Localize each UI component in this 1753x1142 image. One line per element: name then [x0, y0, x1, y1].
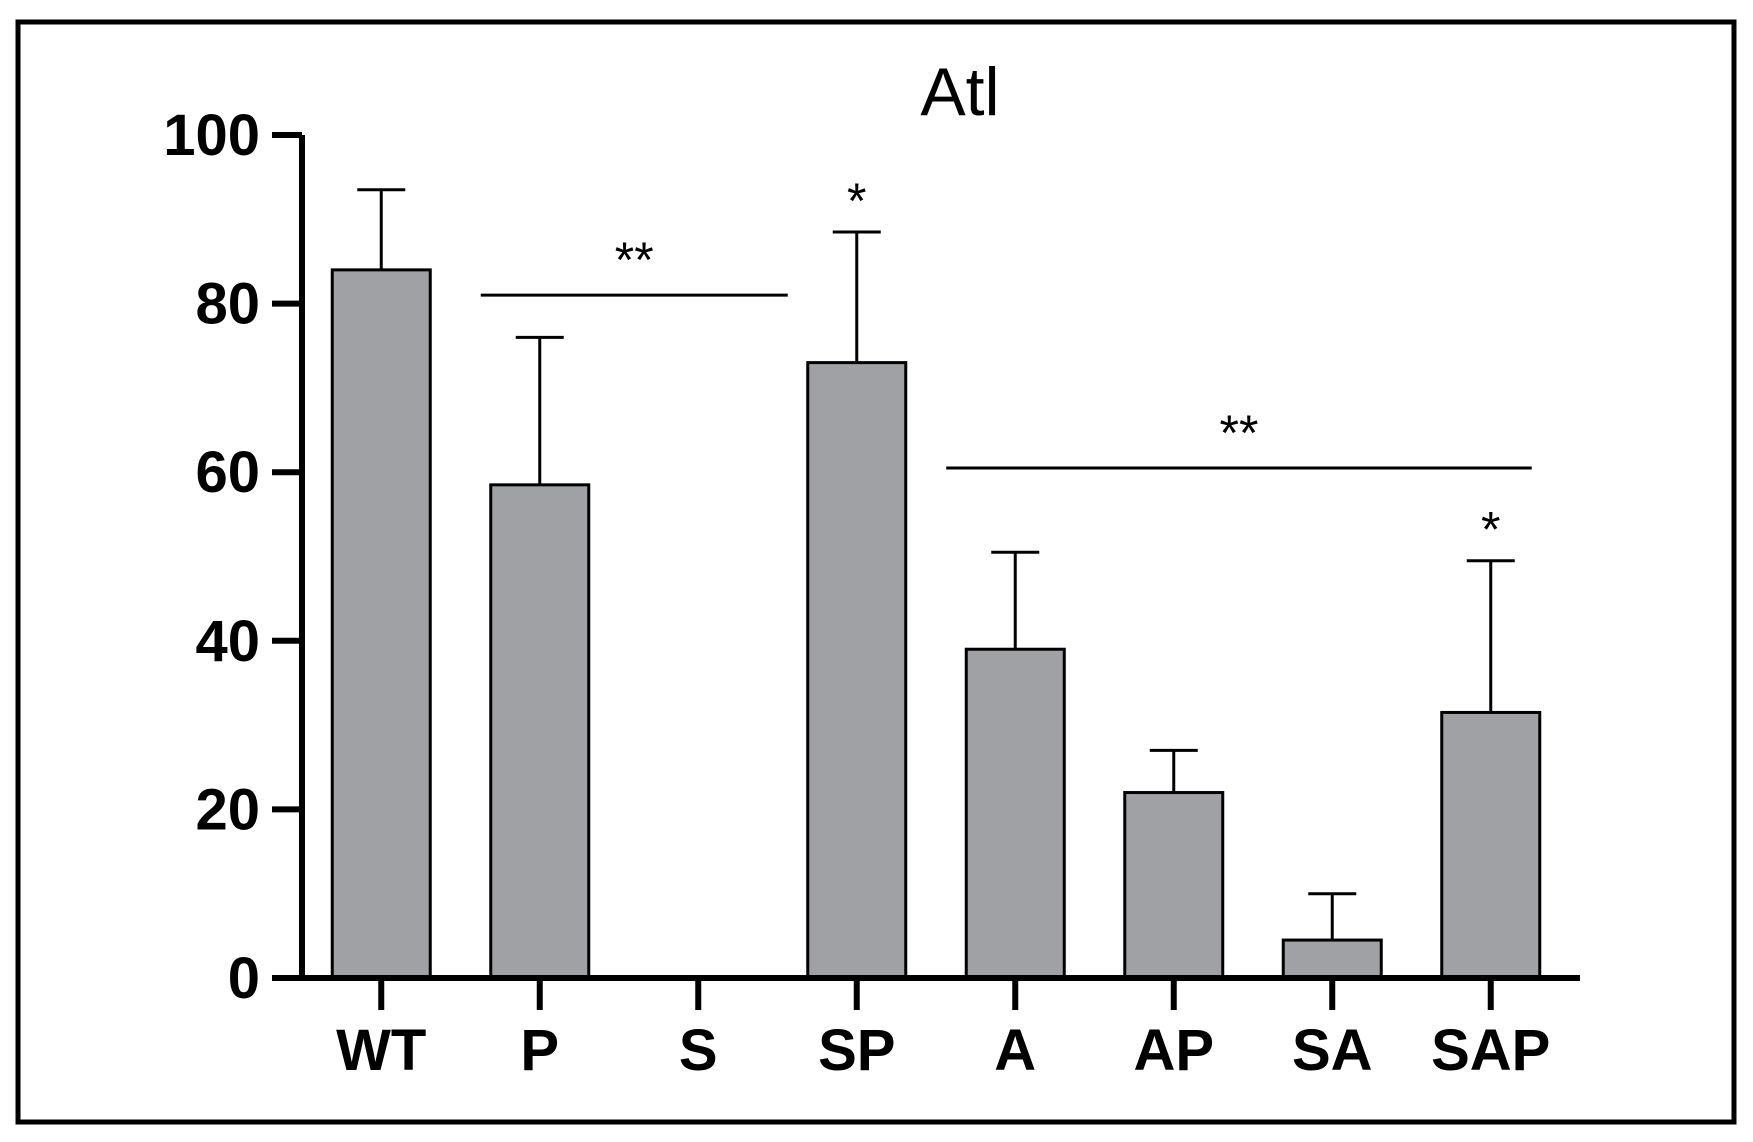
bar-p [489, 483, 591, 980]
x-tick-label-sap: SAP [1431, 1018, 1550, 1083]
x-tick-label-sp: SP [818, 1018, 895, 1083]
error-bars-layer [357, 188, 1515, 941]
axes-layer: 0 20 40 60 80 100 WT P S SP A AP SA SAP [163, 103, 1580, 1083]
annotations-layer: ****** [480, 173, 1532, 558]
y-tick-label-60: 60 [195, 440, 260, 505]
y-tick-label-100: 100 [163, 103, 260, 168]
bar-sp [806, 361, 908, 980]
bar-sap [1440, 710, 1542, 980]
chart-title: Atl [920, 54, 999, 130]
y-tick-label-0: 0 [228, 946, 260, 1011]
bar-sa [1281, 938, 1383, 980]
x-tick-label-s: S [679, 1018, 718, 1083]
x-tick-label-sa: SA [1292, 1018, 1373, 1083]
y-tick-label-40: 40 [195, 609, 260, 674]
x-tick-label-wt: WT [336, 1018, 426, 1083]
significance-marker-sp: * [847, 173, 866, 229]
bar-wt [330, 268, 432, 980]
significance-bracket-label-1: ** [615, 232, 654, 288]
bar-a [964, 647, 1066, 980]
significance-bracket-label-2: ** [1220, 405, 1259, 461]
significance-marker-sap: * [1481, 502, 1500, 558]
x-tick-label-p: P [520, 1018, 559, 1083]
y-tick-label-20: 20 [195, 777, 260, 842]
y-tick-label-80: 80 [195, 272, 260, 337]
x-tick-label-ap: AP [1133, 1018, 1214, 1083]
bar-ap [1123, 791, 1225, 980]
x-tick-label-a: A [994, 1018, 1036, 1083]
